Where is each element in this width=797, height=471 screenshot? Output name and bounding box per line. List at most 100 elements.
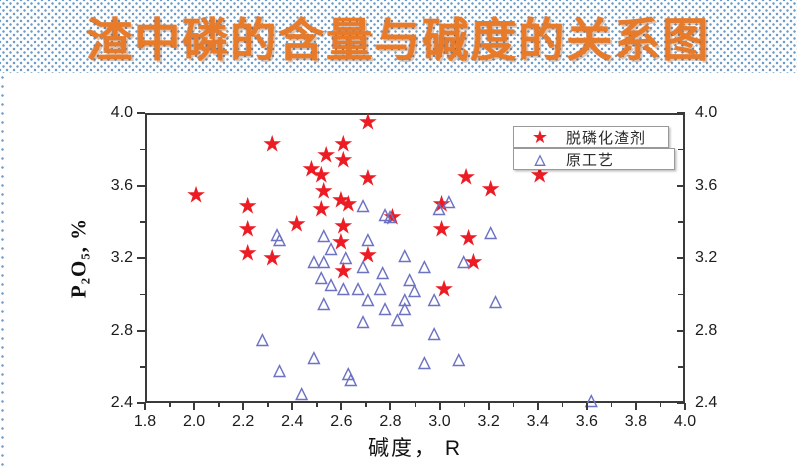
data-point-triangle: △ [317,227,330,245]
y-minor-tick-left [140,221,145,223]
x-tick-label: 3.4 [526,413,549,430]
x-tick-label: 3.2 [477,413,500,430]
data-point-star: ★ [433,275,455,302]
data-point-star: ★ [310,161,332,188]
x-minor-tick [659,403,662,407]
data-point-triangle: △ [398,290,411,308]
y-major-tick-left [137,329,145,332]
x-tick-label: 2.4 [281,413,304,430]
x-major-tick [340,403,343,410]
x-tick-label: 1.8 [133,413,157,430]
y-minor-tick-right [678,221,683,223]
data-point-star: ★ [431,215,452,242]
slide-title: 渣中磷的含量与碱度的关系图 [86,13,711,66]
plot-area: ★ 脱磷化渣剂 △ 原工艺 ★ ★ ★ ★ ★ ★ ★ ★ ★ ★ ★ ★ ★ ★ ★ ★ ★ ★ ★ ★ ★ ★ ★ ★ ★ ★… [145,110,685,409]
data-point-triangle: △ [351,280,365,297]
data-point-star: ★ [333,146,354,173]
data-point-triangle: △ [418,258,431,276]
data-point-triangle: △ [307,252,321,270]
data-point-triangle: △ [324,276,338,294]
data-point-triangle: △ [339,249,352,267]
data-point-star: ★ [330,228,352,255]
data-point-triangle: △ [442,193,456,210]
y-major-tick-right [677,257,685,259]
data-point-star: ★ [185,181,207,208]
data-point-triangle: △ [337,280,350,297]
x-minor-tick [463,403,466,407]
data-point-triangle: △ [398,247,411,265]
y-tick-label-left: 2.4 [110,394,133,411]
y-tick-label-right: 2.8 [695,321,718,339]
star-icon: ★ [531,127,549,147]
y-major-tick-right [677,329,685,332]
x-major-tick [487,403,490,410]
chart-legend: ★ 脱磷化渣剂 △ 原工艺 [513,126,675,170]
data-point-triangle: △ [383,207,397,225]
data-point-triangle: △ [418,354,431,372]
data-point-triangle: △ [428,290,441,308]
data-point-star: ★ [310,195,332,222]
data-point-star: ★ [315,141,337,168]
data-point-triangle: △ [307,348,321,366]
x-tick-label: 3.6 [575,413,598,430]
data-point-triangle: △ [344,370,357,388]
y-tick-label-left: 2.8 [110,321,133,339]
data-point-triangle: △ [403,270,416,288]
data-point-triangle: △ [317,252,330,270]
data-point-triangle: △ [457,252,470,270]
data-point-star: ★ [286,210,308,237]
x-major-tick [684,403,686,410]
legend-item-dephos-agent: ★ 脱磷化渣剂 [513,126,669,148]
y-major-tick-left [137,257,145,259]
legend-item-original-process: △ 原工艺 [513,148,675,170]
y-axis-title: P₂O₅, % [66,217,91,299]
x-minor-tick [218,403,220,407]
data-point-star: ★ [237,215,258,242]
data-point-triangle: △ [484,223,497,241]
x-major-tick [193,403,196,410]
x-major-tick [144,403,146,410]
data-point-triangle: △ [398,299,411,317]
x-major-tick [438,403,441,410]
data-point-triangle: △ [295,385,308,403]
data-point-triangle: △ [273,231,286,249]
data-point-star: ★ [382,203,403,229]
data-point-triangle: △ [489,292,502,310]
y-tick-label-right: 3.2 [695,249,718,266]
x-tick-label: 2.2 [232,413,255,430]
data-point-triangle: △ [452,350,465,368]
x-minor-tick [561,403,564,407]
data-point-star: ★ [301,155,322,182]
data-point-star: ★ [357,164,379,191]
data-point-triangle: △ [428,325,441,343]
data-point-triangle: △ [356,312,370,330]
data-point-star: ★ [357,241,379,268]
y-minor-tick-right [678,148,683,150]
x-major-tick [536,403,539,410]
data-point-triangle: △ [391,310,404,328]
x-tick-label: 2.0 [182,413,206,430]
y-major-tick-right [677,112,685,114]
data-point-star: ★ [337,190,359,217]
data-point-star: ★ [330,186,352,213]
x-tick-label: 3.0 [428,413,451,430]
data-point-star: ★ [431,190,452,217]
x-tick-label: 4.0 [673,413,697,430]
data-point-triangle: △ [317,294,330,312]
x-minor-tick [267,403,269,407]
data-point-triangle: △ [374,280,387,297]
data-point-triangle: △ [273,361,286,379]
x-major-tick [634,403,637,410]
x-tick-label: 2.6 [330,413,353,430]
data-point-triangle: △ [324,240,338,258]
data-point-star: ★ [261,244,283,271]
data-point-triangle: △ [376,263,389,281]
y-tick-label-left: 3.6 [110,176,133,194]
legend-label-original-process: 原工艺 [566,151,615,169]
data-point-star: ★ [237,192,258,219]
x-minor-tick [365,403,367,407]
y-tick-label-right: 3.6 [695,176,718,194]
x-minor-tick [414,403,416,407]
data-point-triangle: △ [378,205,392,223]
